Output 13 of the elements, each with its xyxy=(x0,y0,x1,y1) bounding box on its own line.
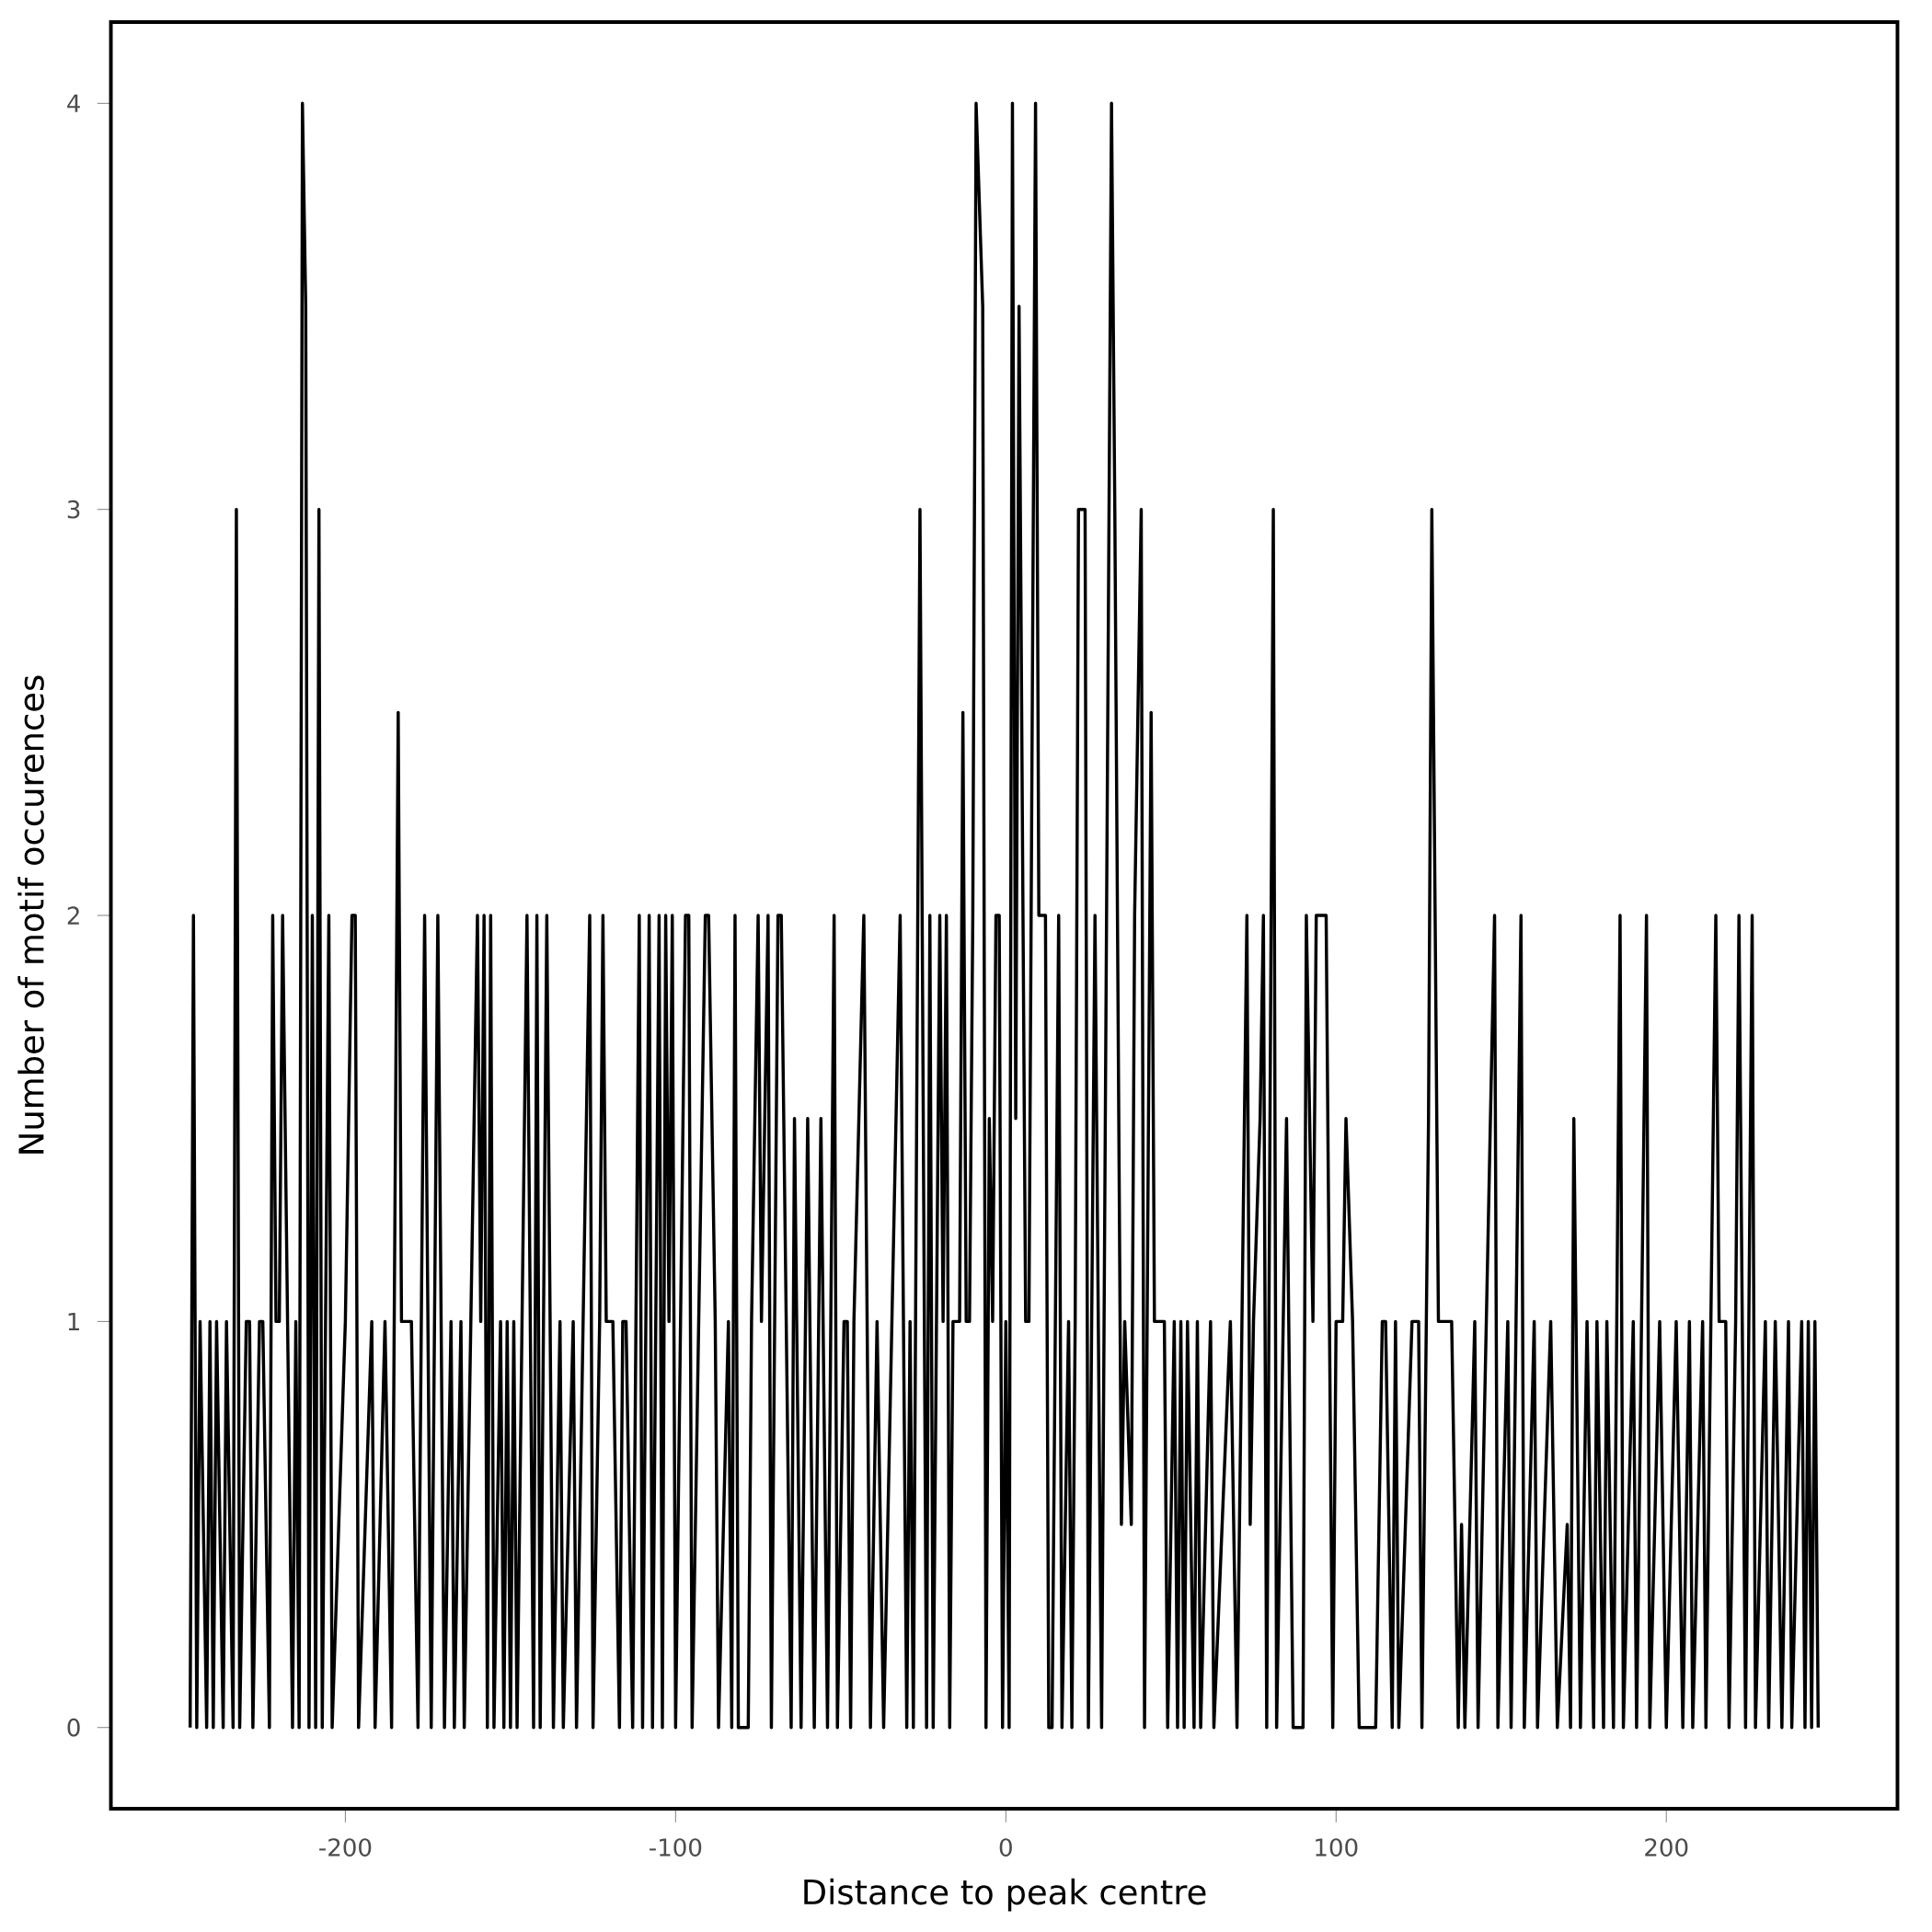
y-tick-label: 0 xyxy=(67,1718,80,1737)
x-tick-label: 100 xyxy=(1316,1838,1358,1857)
y-tick-label: 3 xyxy=(67,500,80,519)
x-axis-title: Distance to peak centre xyxy=(804,1878,1206,1912)
x-tick-label: -200 xyxy=(319,1838,372,1857)
y-tick-label: 2 xyxy=(67,906,79,925)
y-axis-title: Number of motif occurences xyxy=(17,675,44,1154)
line-series xyxy=(188,101,1821,1730)
x-tick-label: 0 xyxy=(999,1838,1012,1857)
x-tick-label: -100 xyxy=(650,1838,702,1857)
x-tick-label: 200 xyxy=(1645,1838,1688,1857)
y-tick-label: 4 xyxy=(67,94,80,112)
y-tick-label: 1 xyxy=(68,1312,79,1330)
